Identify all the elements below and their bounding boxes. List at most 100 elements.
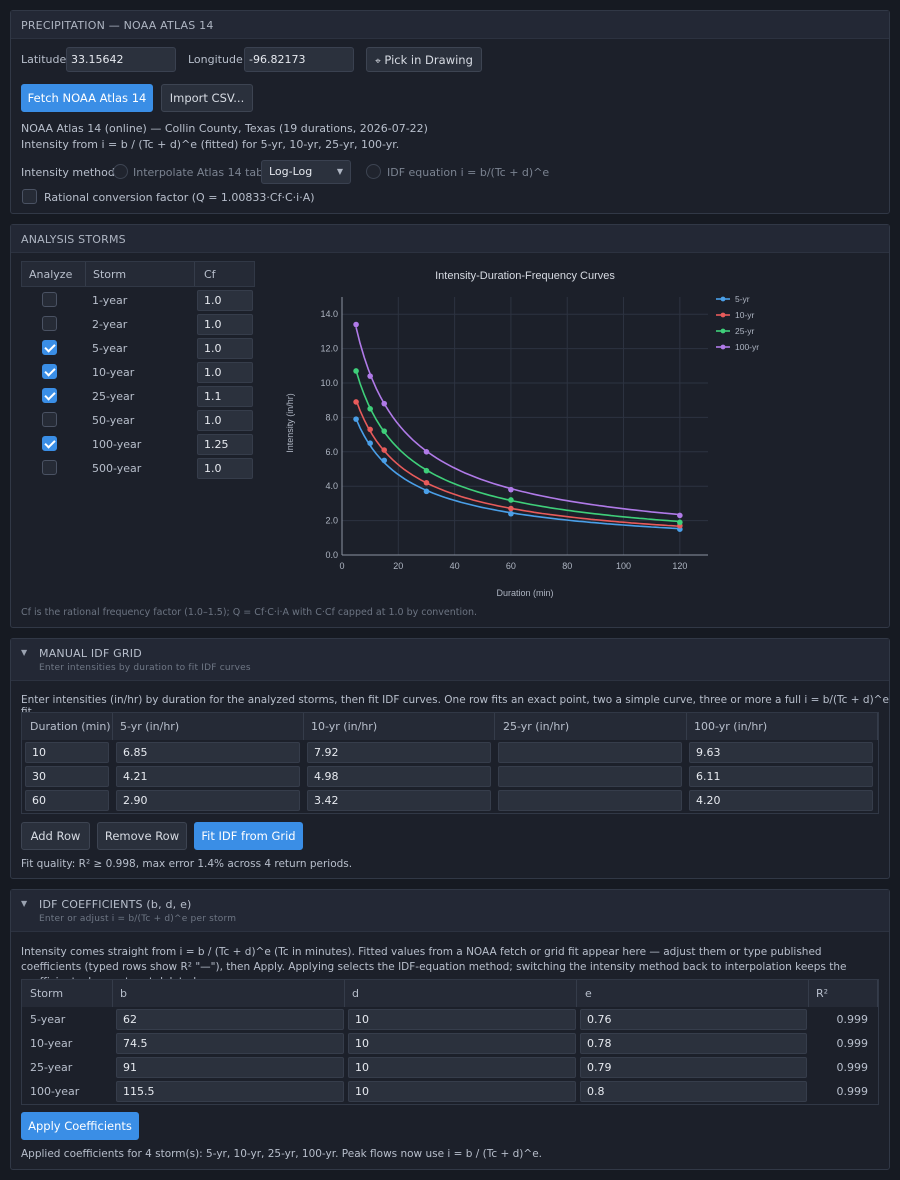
- grid-cell[interactable]: 7.92: [307, 742, 491, 763]
- cf-input[interactable]: 1.25: [197, 434, 253, 455]
- cf-input[interactable]: 1.1: [197, 386, 253, 407]
- import-csv-button[interactable]: Import CSV...: [161, 84, 253, 112]
- cf-input[interactable]: 1.0: [197, 410, 253, 431]
- coef-input[interactable]: 74.5: [116, 1033, 344, 1054]
- data-point-100-yr: [508, 486, 514, 493]
- interpolation-select[interactable]: Log-Log ▼: [261, 160, 351, 184]
- idf-coefficients-panel: ▼ IDF COEFFICIENTS (b, d, e) Enter or adj…: [10, 889, 890, 1170]
- analyze-checkbox[interactable]: [42, 412, 57, 427]
- coef-row: 100-year 115.5 10 0.8 0.999: [22, 1080, 878, 1104]
- interpolate-radio[interactable]: [113, 164, 128, 179]
- coef-input[interactable]: 62: [116, 1009, 344, 1030]
- grid-header-100yr: 100-yr (in/hr): [694, 720, 768, 733]
- grid-cell[interactable]: [498, 790, 682, 811]
- precipitation-panel: PRECIPITATION — NOAA ATLAS 14 Latitude 3…: [10, 10, 890, 214]
- x-tick-label: 100: [616, 561, 631, 571]
- y-tick-label: 8.0: [325, 412, 338, 422]
- grid-table-header: Duration (min) 5-yr (in/hr) 10-yr (in/hr…: [22, 713, 878, 740]
- grid-cell[interactable]: 6.11: [689, 766, 873, 787]
- coef-input[interactable]: 10: [348, 1081, 576, 1102]
- y-tick-label: 12.0: [320, 344, 338, 354]
- data-point-10-yr: [508, 505, 514, 512]
- manual-idf-grid-header[interactable]: ▼ MANUAL IDF GRID Enter intensities by du…: [11, 639, 889, 681]
- data-point-25-yr: [367, 406, 373, 412]
- analyze-checkbox[interactable]: [42, 316, 57, 331]
- grid-cell[interactable]: 4.21: [116, 766, 300, 787]
- analyze-checkbox[interactable]: [42, 292, 57, 307]
- legend-label-5-yr: 5-yr: [735, 294, 750, 304]
- idf-coefficients-header[interactable]: ▼ IDF COEFFICIENTS (b, d, e) Enter or adj…: [11, 890, 889, 932]
- coef-row: 5-year 62 10 0.76 0.999: [22, 1008, 878, 1032]
- idf-equation-radio[interactable]: [366, 164, 381, 179]
- longitude-input[interactable]: -96.82173: [244, 47, 354, 72]
- grid-cell[interactable]: 6.85: [116, 742, 300, 763]
- chart-title: Intensity-Duration-Frequency Curves: [435, 270, 615, 282]
- coef-input[interactable]: 91: [116, 1057, 344, 1078]
- pick-in-drawing-label: Pick in Drawing: [384, 53, 473, 67]
- coef-input[interactable]: 0.76: [580, 1009, 807, 1030]
- data-point-25-yr: [381, 428, 388, 434]
- data-point-25-yr: [677, 519, 683, 526]
- x-tick-label: 120: [672, 561, 687, 571]
- analyze-checkbox[interactable]: [42, 460, 57, 475]
- grid-cell[interactable]: 9.63: [689, 742, 873, 763]
- analyze-checkbox[interactable]: [42, 436, 57, 451]
- interpolate-label: Interpolate Atlas 14 table: [133, 166, 273, 179]
- apply-coefficients-button[interactable]: Apply Coefficients: [21, 1112, 139, 1140]
- coef-input[interactable]: 10: [348, 1009, 576, 1030]
- storm-row: 1-year 1.0: [21, 289, 255, 313]
- grid-cell[interactable]: 60: [25, 790, 109, 811]
- coef-r2: 0.999: [836, 1061, 869, 1074]
- coef-input[interactable]: 0.79: [580, 1057, 807, 1078]
- coef-row: 25-year 91 10 0.79 0.999: [22, 1056, 878, 1080]
- data-point-100-yr: [353, 321, 359, 328]
- data-point-5-yr: [381, 457, 388, 464]
- cf-input[interactable]: 1.0: [197, 362, 253, 383]
- grid-cell[interactable]: [498, 766, 682, 787]
- coef-input[interactable]: 0.8: [580, 1081, 807, 1102]
- grid-cell[interactable]: 30: [25, 766, 109, 787]
- pick-in-drawing-button[interactable]: ⌖ Pick in Drawing: [366, 47, 482, 72]
- applied-coefficients-text: Applied coefficients for 4 storm(s): 5-y…: [21, 1148, 543, 1160]
- precipitation-title: PRECIPITATION — NOAA ATLAS 14: [21, 19, 214, 32]
- latitude-input[interactable]: 33.15642: [66, 47, 176, 72]
- analyze-checkbox[interactable]: [42, 388, 57, 403]
- cf-input[interactable]: 1.0: [197, 290, 253, 311]
- cf-input[interactable]: 1.0: [197, 314, 253, 335]
- data-point-25-yr: [353, 368, 359, 374]
- coef-input[interactable]: 0.78: [580, 1033, 807, 1054]
- interpolation-select-value: Log-Log: [269, 165, 313, 178]
- legend-label-10-yr: 10-yr: [735, 310, 755, 320]
- grid-cell[interactable]: 2.90: [116, 790, 300, 811]
- grid-cell[interactable]: 4.20: [689, 790, 873, 811]
- rational-conversion-checkbox[interactable]: [22, 189, 37, 204]
- remove-row-button[interactable]: Remove Row: [97, 822, 187, 850]
- cf-input[interactable]: 1.0: [197, 458, 253, 479]
- chart-background: [266, 261, 766, 601]
- grid-cell[interactable]: 3.42: [307, 790, 491, 811]
- x-axis-label: Duration (min): [496, 588, 553, 598]
- grid-cell[interactable]: 10: [25, 742, 109, 763]
- cf-input[interactable]: 1.0: [197, 338, 253, 359]
- storm-name: 50-year: [92, 414, 135, 427]
- fit-idf-button[interactable]: Fit IDF from Grid: [194, 822, 303, 850]
- storm-name: 5-year: [92, 342, 128, 355]
- collapse-arrow-icon[interactable]: ▼: [21, 648, 28, 657]
- grid-cell[interactable]: 4.98: [307, 766, 491, 787]
- coef-input[interactable]: 10: [348, 1033, 576, 1054]
- analyze-checkbox[interactable]: [42, 364, 57, 379]
- coef-input[interactable]: 115.5: [116, 1081, 344, 1102]
- fetch-noaa-button[interactable]: Fetch NOAA Atlas 14: [21, 84, 153, 112]
- status-line-2: Intensity from i = b / (Tc + d)^e (fitte…: [21, 138, 400, 151]
- analyze-checkbox[interactable]: [42, 340, 57, 355]
- idf-coefficients-title: IDF COEFFICIENTS (b, d, e): [39, 898, 192, 911]
- collapse-arrow-icon[interactable]: ▼: [21, 899, 28, 908]
- coef-input[interactable]: 10: [348, 1057, 576, 1078]
- add-row-button[interactable]: Add Row: [21, 822, 90, 850]
- data-point-25-yr: [423, 467, 430, 474]
- precipitation-header: PRECIPITATION — NOAA ATLAS 14: [11, 11, 889, 39]
- coef-r2: 0.999: [836, 1037, 869, 1050]
- legend-marker-5-yr: [720, 296, 726, 302]
- grid-cell[interactable]: [498, 742, 682, 763]
- coef-header-d: d: [352, 987, 359, 1000]
